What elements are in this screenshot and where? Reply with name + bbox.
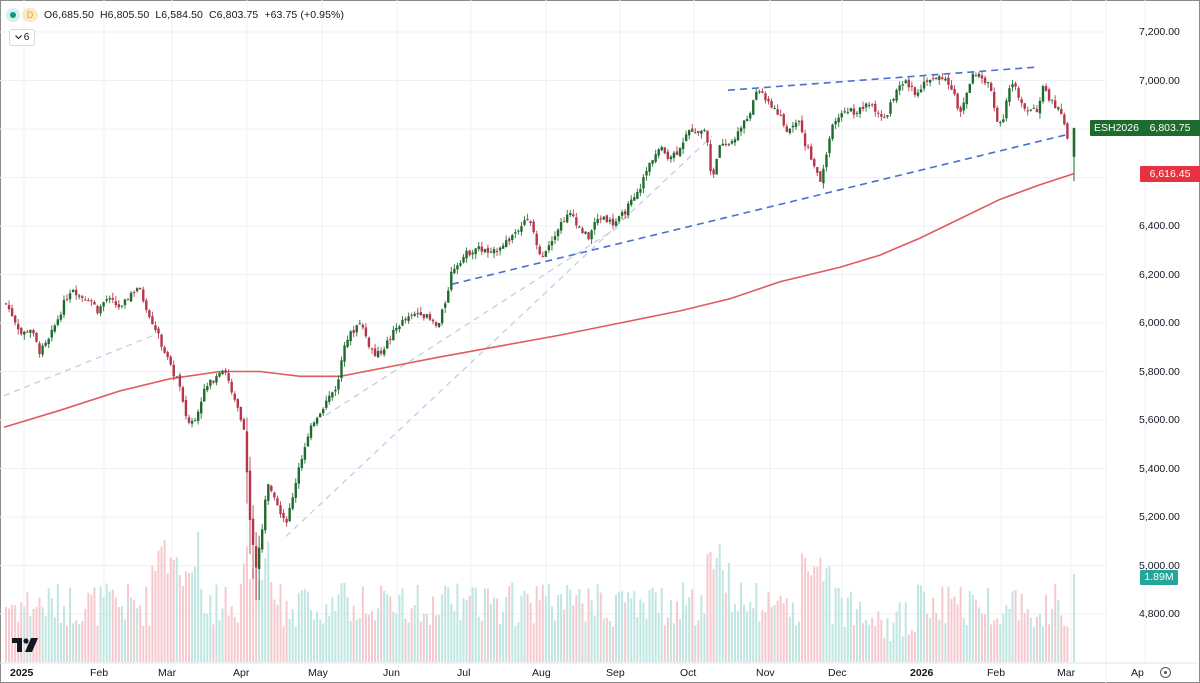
last-price-tag: 6,803.75: [1140, 120, 1200, 136]
price-axis-label: 5,200.00: [1139, 511, 1180, 523]
time-axis-label: Mar: [158, 667, 177, 679]
high-value: 6,805.50: [107, 9, 150, 21]
time-axis-label: May: [308, 667, 328, 679]
volume-bars: [5, 531, 1075, 662]
time-axis-label: Apr: [233, 667, 250, 679]
price-axis-label: 5,400.00: [1139, 462, 1180, 475]
open-value: 6,685.50: [52, 9, 94, 21]
price-axis-label: 6,400.00: [1139, 220, 1180, 232]
candlesticks: [4, 71, 1076, 601]
time-axis-label: Ap: [1131, 667, 1144, 679]
moving-average-line: [3, 172, 1075, 429]
symbol-legend[interactable]: D O6,685.50 H6,805.50 L6,584.50 C6,803.7…: [6, 8, 344, 22]
trend-lines-dark: [451, 66, 1071, 285]
change-value: +63.75 (+0.95%): [264, 9, 345, 21]
interval-badge: D: [22, 8, 38, 22]
volume-tag: 1.89M: [1140, 570, 1178, 585]
indicator-count: 6: [23, 32, 30, 43]
time-axis-label: Jun: [383, 667, 400, 679]
price-axis-label: 7,000.00: [1139, 74, 1180, 87]
time-axis-label: Aug: [532, 667, 551, 679]
time-axis-label: Mar: [1057, 667, 1076, 679]
price-axis-label: 6,200.00: [1139, 268, 1180, 281]
low-value: 6,584.50: [161, 9, 203, 21]
ohlc-values: O6,685.50 H6,805.50 L6,584.50 C6,803.75 …: [44, 9, 345, 21]
price-axis-label: 4,800.00: [1139, 608, 1180, 620]
price-axis-label: 5,600.00: [1139, 414, 1180, 426]
time-axis-label: Dec: [828, 667, 847, 679]
moving-average-tag: 6,616.45: [1140, 166, 1200, 182]
price-axis-label: 6,000.00: [1139, 317, 1180, 329]
symbol-tag: ESH2026: [1090, 120, 1143, 136]
price-axis-label: 7,200.00: [1139, 26, 1180, 38]
time-axis-label: 2026: [910, 667, 934, 679]
price-axis-label: 5,000.00: [1139, 559, 1180, 572]
time-axis-label: Nov: [756, 667, 775, 679]
market-status-icon: [6, 8, 20, 22]
time-axis-label: Feb: [987, 667, 1006, 679]
time-axis-label: 2025: [10, 667, 34, 679]
time-axis-label: Sep: [606, 667, 625, 679]
gear-icon[interactable]: [1160, 667, 1171, 678]
price-axis-label: 5,800.00: [1139, 365, 1180, 378]
indicators-collapse-button[interactable]: 6: [9, 29, 35, 46]
time-axis-label: Jul: [457, 667, 471, 679]
trend-lines-light: [3, 135, 713, 537]
close-value: 6,803.75: [216, 9, 259, 21]
tradingview-logo-icon: [12, 638, 38, 652]
time-axis-label: Oct: [680, 667, 697, 679]
time-axis-label: Feb: [90, 667, 109, 679]
chevron-down-icon: [14, 35, 22, 40]
